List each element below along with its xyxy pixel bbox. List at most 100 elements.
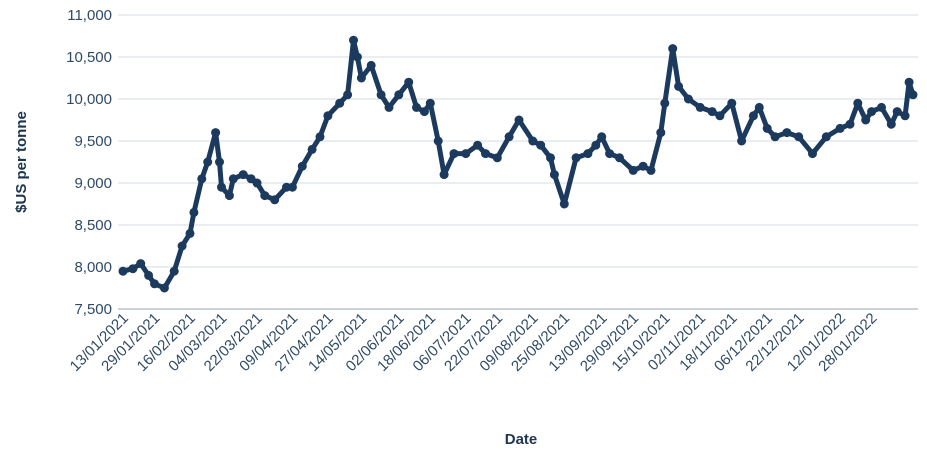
y-tick-label: 7,500 xyxy=(74,301,112,318)
data-point xyxy=(150,279,159,289)
data-point xyxy=(628,165,638,175)
data-point xyxy=(707,107,717,117)
y-tick-label: 9,000 xyxy=(74,175,112,192)
y-tick-label: 9,500 xyxy=(74,133,112,150)
data-point xyxy=(597,132,607,142)
data-point xyxy=(159,283,169,293)
data-point xyxy=(270,195,280,205)
data-point xyxy=(215,157,224,167)
data-point xyxy=(877,102,886,112)
data-point xyxy=(461,149,471,159)
data-point xyxy=(492,153,502,163)
data-point xyxy=(449,149,459,159)
data-point xyxy=(835,123,845,133)
data-point xyxy=(821,132,831,142)
data-point xyxy=(845,119,855,129)
data-point xyxy=(419,107,429,117)
data-point xyxy=(605,149,615,159)
data-point xyxy=(900,111,910,121)
data-point xyxy=(867,107,877,117)
data-point xyxy=(217,182,226,192)
data-point xyxy=(376,90,386,100)
data-point xyxy=(433,136,443,146)
data-point xyxy=(260,191,270,201)
data-point xyxy=(908,90,918,100)
data-point xyxy=(715,111,725,121)
y-axis-tick-labels: 7,500 8,000 8,500 9,000 9,500 10,000 10,500 11,… xyxy=(66,7,112,318)
data-point xyxy=(297,161,307,171)
data-point xyxy=(335,98,345,108)
data-point xyxy=(536,140,546,150)
y-axis-title: $US per tonne xyxy=(13,111,30,213)
data-point xyxy=(118,266,128,276)
data-point xyxy=(352,52,362,62)
data-point xyxy=(136,259,146,269)
data-point xyxy=(203,157,213,167)
data-point xyxy=(770,132,780,142)
data-point xyxy=(252,178,262,188)
data-point xyxy=(656,128,666,138)
data-point xyxy=(591,140,601,150)
data-point xyxy=(674,81,684,91)
data-point xyxy=(886,119,896,129)
gridlines xyxy=(118,14,918,310)
data-point xyxy=(638,161,648,171)
data-point xyxy=(615,153,624,163)
data-point xyxy=(315,132,325,142)
data-point xyxy=(343,90,353,100)
data-point xyxy=(748,111,758,121)
data-point xyxy=(668,44,678,54)
data-point xyxy=(238,170,248,180)
data-point xyxy=(695,102,705,112)
data-point xyxy=(439,170,449,180)
data-point xyxy=(366,60,376,70)
data-point xyxy=(782,128,792,138)
data-point xyxy=(683,94,693,104)
data-point xyxy=(514,115,524,125)
data-point xyxy=(892,107,902,117)
data-point xyxy=(571,153,581,163)
data-point xyxy=(583,149,593,159)
y-tick-label: 8,000 xyxy=(74,259,112,276)
data-point xyxy=(727,98,737,108)
data-point xyxy=(559,199,569,209)
data-point xyxy=(228,174,238,184)
data-point xyxy=(853,98,863,108)
data-point xyxy=(528,136,538,146)
data-point xyxy=(177,241,187,251)
data-point xyxy=(185,228,195,238)
data-point xyxy=(404,77,414,87)
data-point xyxy=(349,35,358,45)
data-point xyxy=(646,165,656,175)
data-point xyxy=(197,174,207,184)
data-point xyxy=(549,170,559,180)
data-point xyxy=(737,136,747,146)
data-point xyxy=(546,153,555,163)
data-point xyxy=(394,90,404,100)
data-point xyxy=(762,123,772,133)
data-point xyxy=(660,98,670,108)
data-point xyxy=(287,182,297,192)
data-point xyxy=(504,132,514,142)
data-point xyxy=(794,132,804,142)
data-point xyxy=(754,102,764,112)
data-point xyxy=(144,270,154,280)
x-axis-tick-labels: 13/01/202129/01/202116/02/202104/03/2021… xyxy=(67,310,881,375)
data-point xyxy=(307,144,317,154)
series-price xyxy=(118,35,918,293)
data-point xyxy=(808,149,817,159)
data-point xyxy=(169,266,179,276)
series-line xyxy=(120,37,916,291)
data-point xyxy=(425,98,435,108)
data-point xyxy=(861,115,871,125)
data-point xyxy=(189,207,199,217)
data-point xyxy=(211,128,221,138)
x-axis-title: Date xyxy=(505,431,538,448)
y-tick-label: 10,500 xyxy=(66,49,112,66)
data-point xyxy=(224,191,234,201)
y-tick-label: 10,000 xyxy=(66,91,112,108)
data-point xyxy=(384,102,394,112)
data-point xyxy=(356,73,366,83)
y-tick-label: 11,000 xyxy=(67,7,112,24)
